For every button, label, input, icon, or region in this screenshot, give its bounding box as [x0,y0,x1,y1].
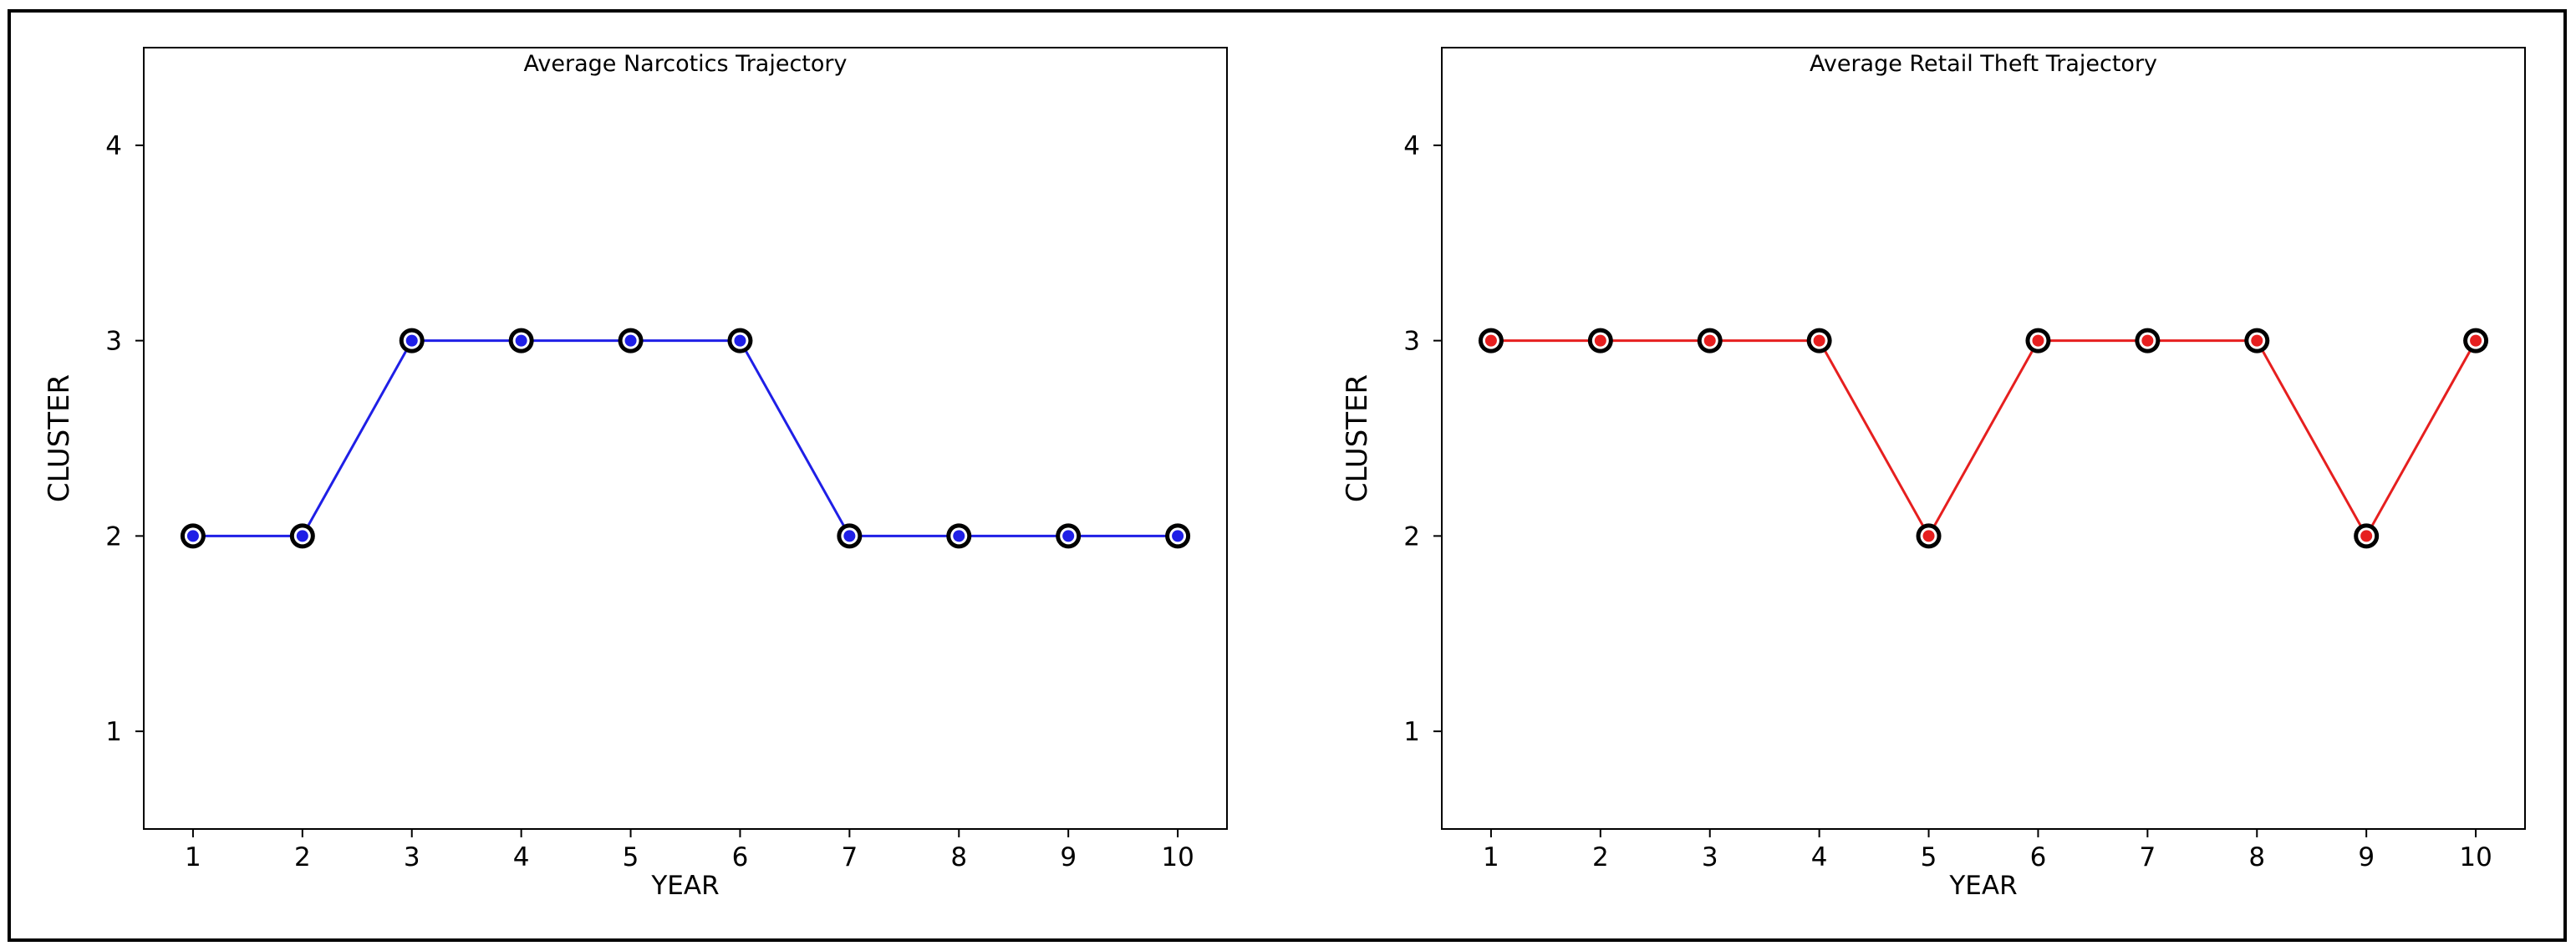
data-point [1484,334,1497,347]
narcotics-chart: Average Narcotics Trajectory 1 2 3 4 5 6 7 8 9 10 1… [43,47,1228,901]
y-tick-label: 1 [1403,717,1420,747]
x-tick-label: 4 [1811,842,1828,872]
data-point [1813,334,1825,347]
x-tick-label: 10 [2459,842,2492,872]
data-point [843,530,856,542]
x-tick-label: 7 [841,842,858,872]
data-point [405,334,418,347]
data-point [515,334,527,347]
x-tick-label: 10 [1161,842,1194,872]
data-point [734,334,746,347]
chart-title: Average Retail Theft Trajectory [1810,51,2157,77]
x-tick-label: 4 [513,842,530,872]
series-line [192,339,1179,537]
plot-frame [1441,47,2526,830]
y-tick-label: 1 [105,717,122,747]
x-tick-label: 7 [2139,842,2156,872]
data-point [296,530,308,542]
y-tick-label: 2 [105,521,122,552]
data-point [1172,530,1184,542]
data-point [2470,334,2482,347]
x-tick-label: 3 [404,842,420,872]
series-line [1490,339,2477,539]
data-point [953,530,965,542]
data-point [1062,530,1075,542]
data-point [186,530,199,542]
y-tick-label: 2 [1403,521,1420,552]
x-tick-label: 8 [950,842,967,872]
x-tick-label: 2 [1592,842,1609,872]
x-tick-label: 5 [623,842,639,872]
x-tick-label: 5 [1921,842,1937,872]
x-tick-label: 8 [2248,842,2265,872]
x-tick-label: 2 [294,842,311,872]
x-tick-label: 6 [2030,842,2047,872]
plot-frame [143,47,1228,830]
y-tick-label: 4 [1403,131,1420,161]
charts-layer: Average Narcotics Trajectory 1 2 3 4 5 6 7 8 9 10 1… [43,47,2526,901]
y-axis-label: CLUSTER [43,374,76,502]
x-axis-label: YEAR [1948,871,2017,901]
data-point [1703,334,1716,347]
chart-title: Average Narcotics Trajectory [524,51,848,77]
figure-border [8,9,2567,942]
data-point [1922,530,1935,542]
x-tick-label: 9 [2358,842,2375,872]
y-axis-label: CLUSTER [1341,374,1374,502]
y-tick-label: 3 [1403,327,1420,357]
y-tick-label: 4 [105,131,122,161]
data-point [624,334,637,347]
x-tick-label: 1 [1483,842,1499,872]
data-point [1594,334,1606,347]
x-tick-label: 3 [1702,842,1718,872]
data-point [2251,334,2263,347]
data-point [2032,334,2044,347]
data-point [2360,530,2373,542]
x-tick-label: 6 [732,842,749,872]
retail-theft-chart: Average Retail Theft Trajectory 1 2 3 4 5 6 7 8 9… [1341,47,2526,901]
x-axis-label: YEAR [650,871,719,901]
x-tick-label: 9 [1060,842,1077,872]
x-tick-label: 1 [185,842,201,872]
y-tick-label: 3 [105,327,122,357]
data-point [2141,334,2154,347]
